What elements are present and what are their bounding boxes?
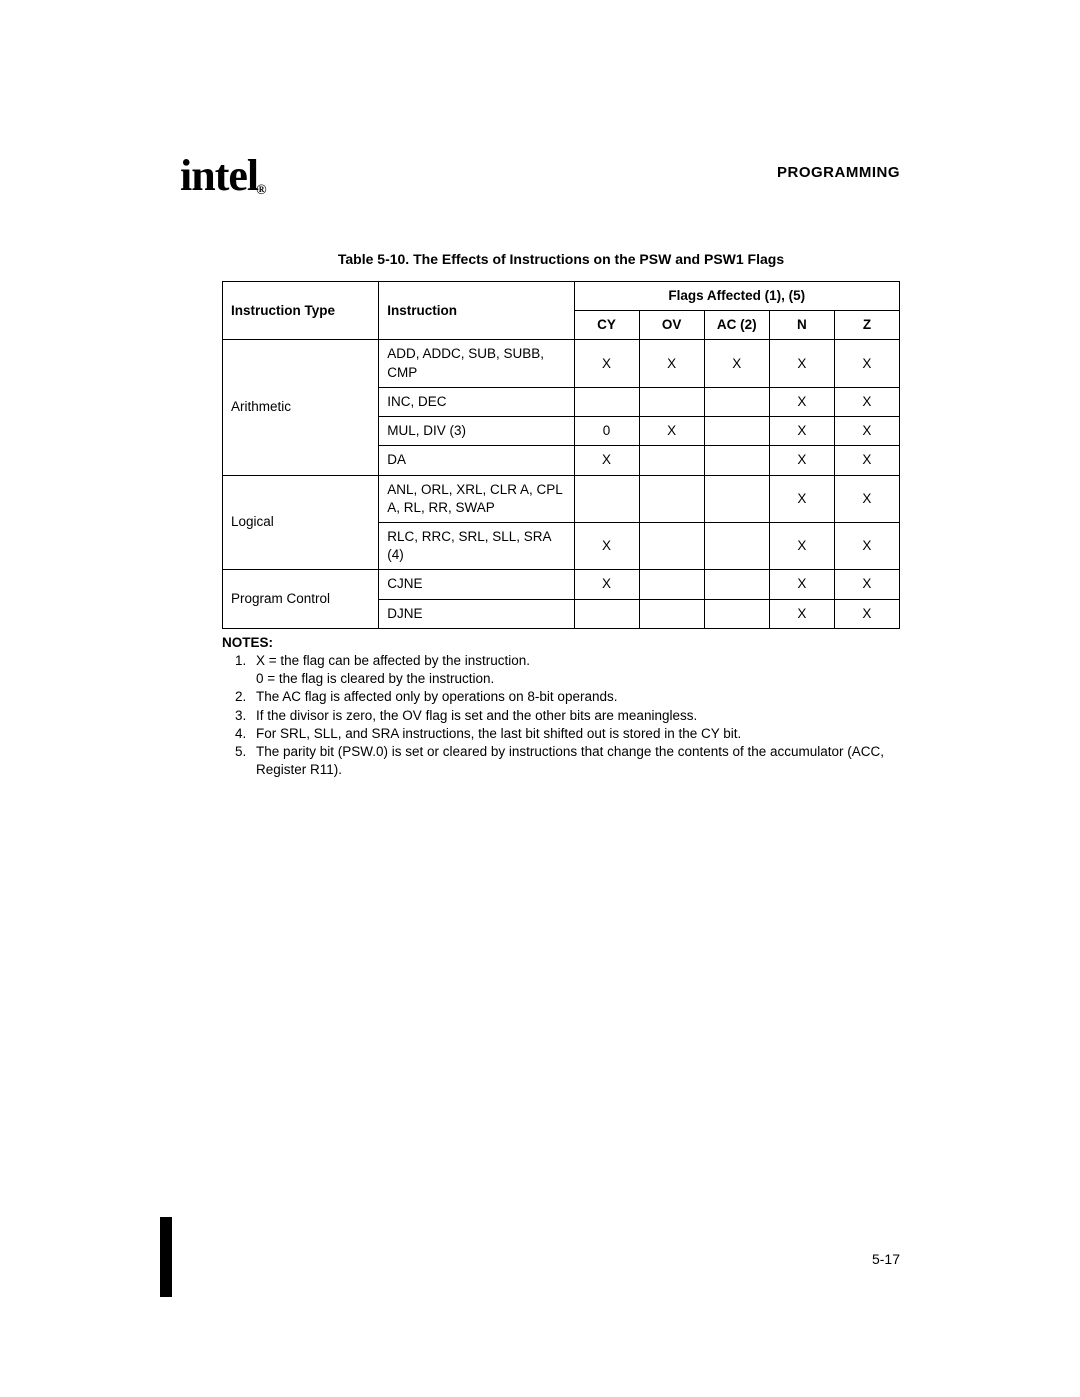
note-item: X = the flag can be affected by the inst…: [250, 652, 900, 688]
notes-list: X = the flag can be affected by the inst…: [222, 652, 900, 780]
cell-instruction: INC, DEC: [379, 387, 574, 416]
cell-flag-n: X: [769, 570, 834, 599]
content-area: Table 5-10. The Effects of Instructions …: [222, 251, 900, 779]
cell-flag-n: X: [769, 522, 834, 569]
cell-type: Program Control: [223, 570, 379, 628]
cell-flag-ac: [704, 570, 769, 599]
col-header-type: Instruction Type: [223, 282, 379, 340]
cell-flag-cy: [574, 599, 639, 628]
cell-flag-ac: [704, 522, 769, 569]
cell-flag-ov: [639, 446, 704, 475]
cell-flag-z: X: [834, 387, 899, 416]
cell-flag-ac: [704, 599, 769, 628]
col-header-cy: CY: [574, 311, 639, 340]
cell-flag-ov: [639, 387, 704, 416]
col-header-ov: OV: [639, 311, 704, 340]
cell-flag-n: X: [769, 417, 834, 446]
table-row: Program ControlCJNEXXX: [223, 570, 900, 599]
cell-flag-n: X: [769, 446, 834, 475]
cell-flag-z: X: [834, 446, 899, 475]
cell-flag-cy: X: [574, 522, 639, 569]
cell-flag-z: X: [834, 475, 899, 522]
cell-flag-cy: 0: [574, 417, 639, 446]
cell-flag-ov: X: [639, 340, 704, 387]
table-body: ArithmeticADD, ADDC, SUB, SUBB, CMPXXXXX…: [223, 340, 900, 628]
col-header-flags-group: Flags Affected (1), (5): [574, 282, 900, 311]
table-row: LogicalANL, ORL, XRL, CLR A, CPL A, RL, …: [223, 475, 900, 522]
cell-flag-n: X: [769, 599, 834, 628]
table-header-row-1: Instruction Type Instruction Flags Affec…: [223, 282, 900, 311]
cell-instruction: DJNE: [379, 599, 574, 628]
page-number: 5-17: [872, 1251, 900, 1267]
flags-table: Instruction Type Instruction Flags Affec…: [222, 281, 900, 629]
col-header-n: N: [769, 311, 834, 340]
cell-flag-ac: [704, 446, 769, 475]
cell-type: Arithmetic: [223, 340, 379, 475]
note-item: For SRL, SLL, and SRA instructions, the …: [250, 725, 900, 743]
page-header: intel® PROGRAMMING: [180, 150, 900, 201]
table-head: Instruction Type Instruction Flags Affec…: [223, 282, 900, 340]
cell-instruction: CJNE: [379, 570, 574, 599]
cell-type: Logical: [223, 475, 379, 570]
col-header-ac: AC (2): [704, 311, 769, 340]
cell-flag-ac: [704, 475, 769, 522]
cell-flag-cy: [574, 387, 639, 416]
cell-flag-cy: X: [574, 570, 639, 599]
cell-flag-z: X: [834, 570, 899, 599]
cell-flag-cy: [574, 475, 639, 522]
cell-flag-z: X: [834, 340, 899, 387]
cell-flag-z: X: [834, 417, 899, 446]
logo-text: intel: [180, 151, 258, 200]
cell-flag-ac: [704, 387, 769, 416]
cell-flag-ov: [639, 570, 704, 599]
page: intel® PROGRAMMING Table 5-10. The Effec…: [0, 0, 1080, 1397]
cell-flag-ov: [639, 522, 704, 569]
notes-label: NOTES:: [222, 635, 900, 650]
cell-flag-ac: X: [704, 340, 769, 387]
cell-instruction: MUL, DIV (3): [379, 417, 574, 446]
cell-flag-ov: [639, 599, 704, 628]
intel-logo: intel®: [180, 150, 268, 201]
cell-flag-n: X: [769, 475, 834, 522]
cell-flag-n: X: [769, 387, 834, 416]
table-row: ArithmeticADD, ADDC, SUB, SUBB, CMPXXXXX: [223, 340, 900, 387]
logo-registered: ®: [256, 183, 265, 198]
table-caption: Table 5-10. The Effects of Instructions …: [222, 251, 900, 267]
note-item: If the divisor is zero, the OV flag is s…: [250, 707, 900, 725]
section-title: PROGRAMMING: [777, 164, 900, 181]
cell-instruction: ADD, ADDC, SUB, SUBB, CMP: [379, 340, 574, 387]
note-item: The parity bit (PSW.0) is set or cleared…: [250, 743, 900, 779]
cell-instruction: RLC, RRC, SRL, SLL, SRA (4): [379, 522, 574, 569]
cell-flag-ac: [704, 417, 769, 446]
cell-flag-ov: X: [639, 417, 704, 446]
cell-flag-n: X: [769, 340, 834, 387]
side-mark: [160, 1217, 172, 1297]
cell-flag-z: X: [834, 522, 899, 569]
cell-flag-z: X: [834, 599, 899, 628]
cell-flag-cy: X: [574, 446, 639, 475]
col-header-instr: Instruction: [379, 282, 574, 340]
cell-instruction: DA: [379, 446, 574, 475]
col-header-z: Z: [834, 311, 899, 340]
cell-flag-ov: [639, 475, 704, 522]
cell-instruction: ANL, ORL, XRL, CLR A, CPL A, RL, RR, SWA…: [379, 475, 574, 522]
note-item: The AC flag is affected only by operatio…: [250, 688, 900, 706]
cell-flag-cy: X: [574, 340, 639, 387]
